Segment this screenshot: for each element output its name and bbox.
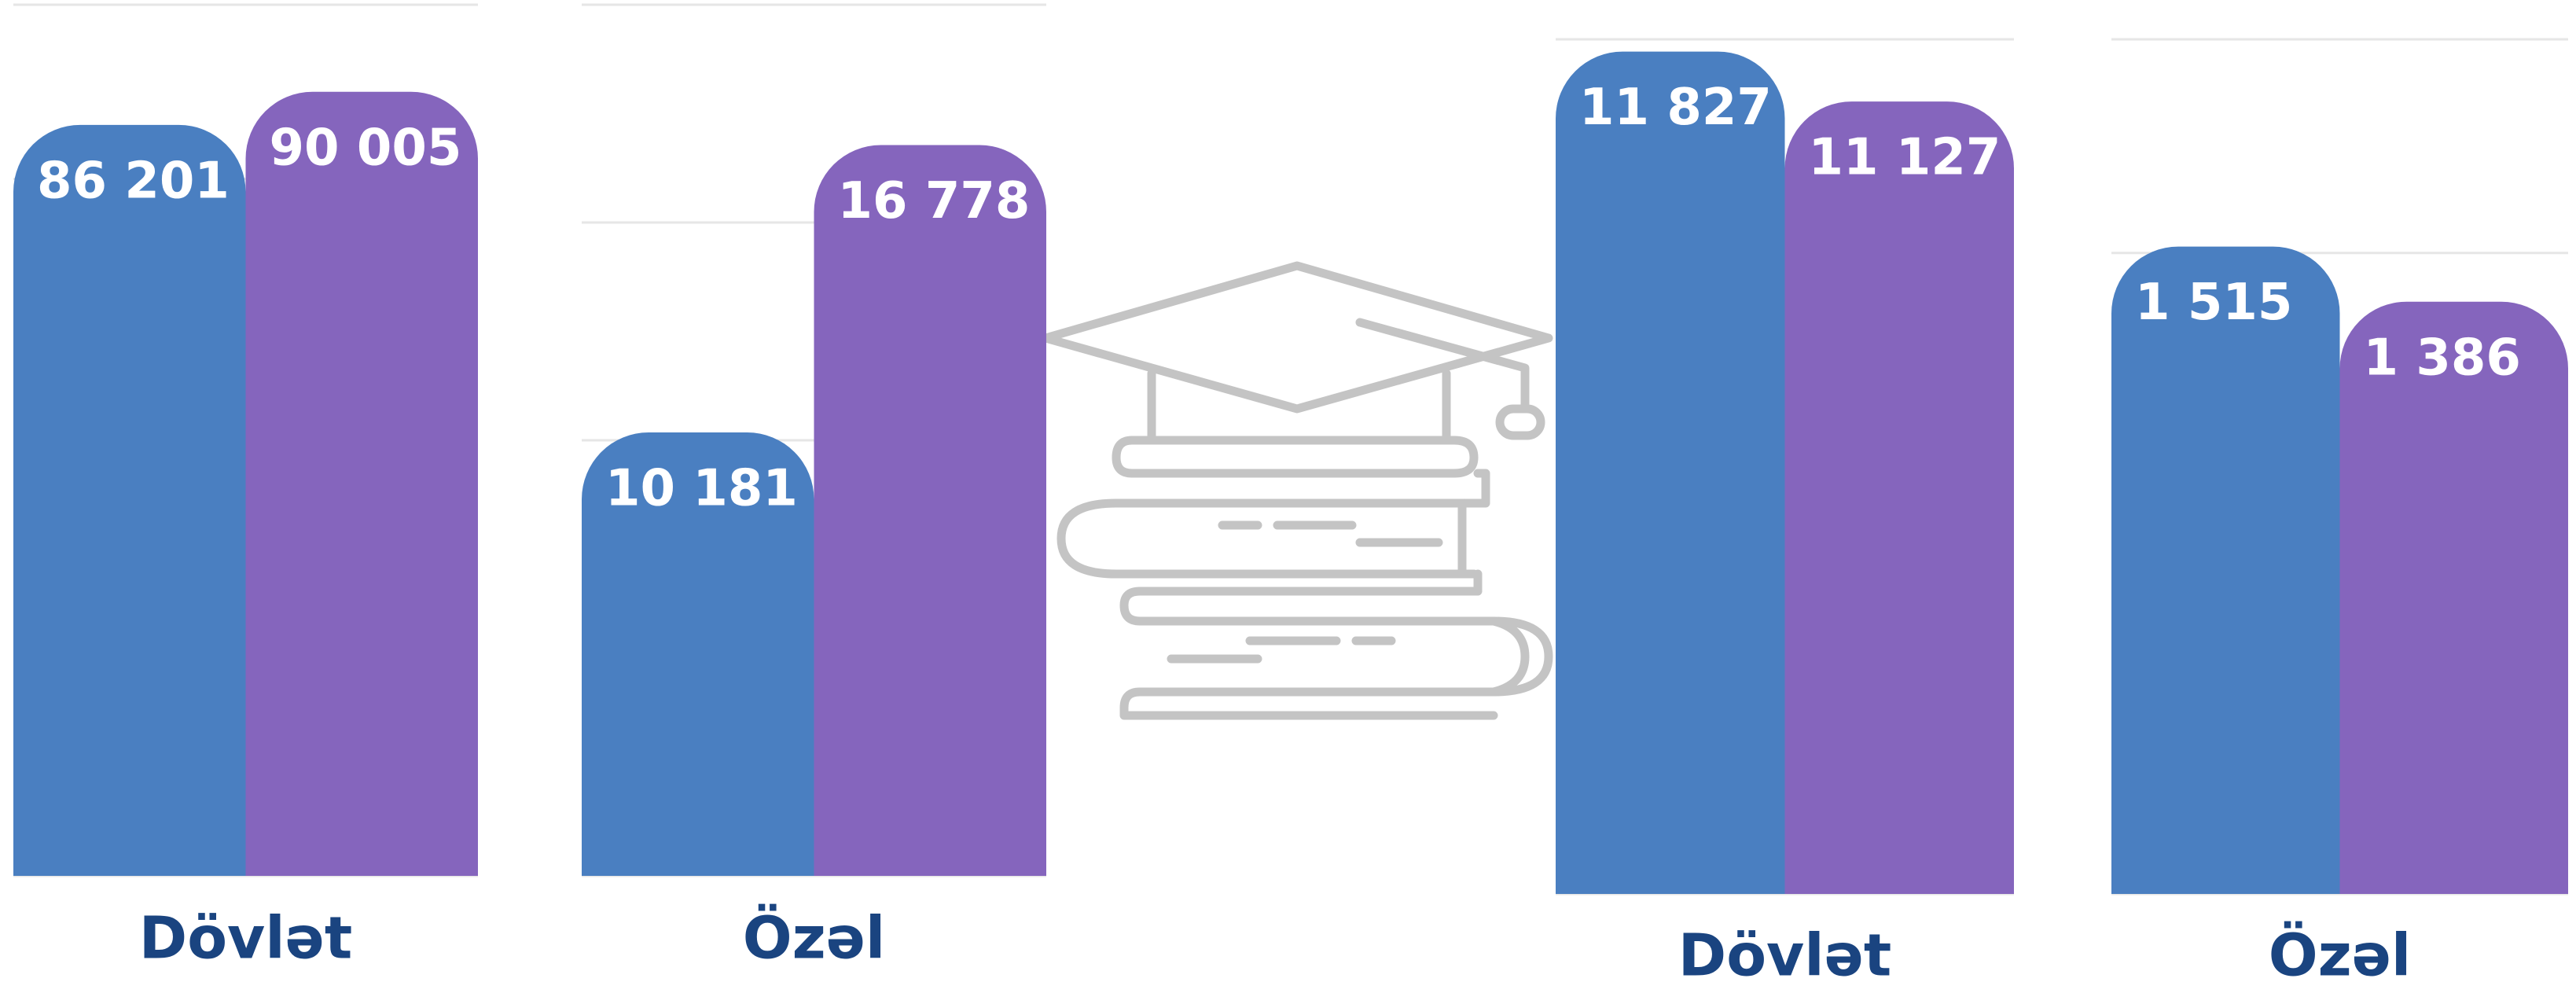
category-label: Özəl xyxy=(2269,921,2412,982)
bar xyxy=(2111,246,2340,894)
data-label: 11 127 xyxy=(1809,129,2001,187)
bar xyxy=(1556,51,1785,895)
data-label: 10 181 xyxy=(605,460,798,518)
category-label: Özəl xyxy=(743,903,886,973)
bar xyxy=(245,91,478,876)
data-label: 1 386 xyxy=(2364,329,2521,387)
category-label: Dövlət xyxy=(139,905,352,973)
bar xyxy=(582,432,814,876)
data-label: 1 515 xyxy=(2135,274,2292,332)
data-label: 11 827 xyxy=(1579,79,1772,137)
data-label: 90 005 xyxy=(270,119,462,177)
bar xyxy=(13,124,246,876)
bar xyxy=(1784,101,2014,895)
data-label: 86 201 xyxy=(37,152,230,210)
bar xyxy=(814,145,1046,877)
bar xyxy=(2339,301,2568,895)
data-label: 16 778 xyxy=(838,172,1031,230)
category-label: Dövlət xyxy=(1678,922,1891,982)
education-icon xyxy=(1041,261,1553,720)
